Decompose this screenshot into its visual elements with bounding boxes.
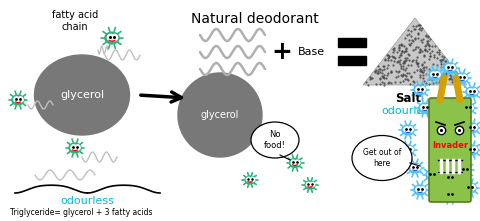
Text: Invader: Invader [432, 141, 468, 151]
Text: glycerol: glycerol [60, 90, 104, 100]
Ellipse shape [466, 87, 478, 97]
Ellipse shape [352, 135, 412, 181]
Ellipse shape [414, 85, 426, 95]
Ellipse shape [409, 163, 421, 173]
Ellipse shape [69, 143, 81, 153]
Ellipse shape [444, 173, 456, 183]
FancyBboxPatch shape [429, 98, 471, 202]
Ellipse shape [444, 63, 456, 73]
Text: fatty acid
chain: fatty acid chain [52, 10, 98, 32]
Ellipse shape [12, 95, 24, 105]
Ellipse shape [402, 125, 414, 135]
Text: No
food!: No food! [264, 130, 286, 150]
Text: Natural deodorant: Natural deodorant [191, 12, 319, 26]
Text: glycerol: glycerol [201, 110, 239, 120]
Circle shape [178, 73, 262, 157]
Polygon shape [363, 18, 467, 85]
Text: Get out of
here: Get out of here [363, 148, 401, 168]
Ellipse shape [464, 183, 476, 193]
Text: odourless: odourless [60, 196, 114, 206]
Ellipse shape [456, 73, 468, 83]
Ellipse shape [402, 145, 414, 155]
Ellipse shape [245, 176, 255, 184]
Ellipse shape [35, 55, 130, 135]
Ellipse shape [429, 70, 441, 80]
Text: Salt: Salt [395, 92, 421, 105]
Ellipse shape [444, 190, 456, 200]
Ellipse shape [414, 185, 426, 195]
Text: Triglyceride= glycerol + 3 fatty acids: Triglyceride= glycerol + 3 fatty acids [10, 208, 153, 217]
Text: Base: Base [298, 47, 325, 57]
Ellipse shape [251, 122, 299, 158]
Ellipse shape [466, 145, 478, 155]
Ellipse shape [459, 165, 471, 175]
Ellipse shape [105, 32, 119, 44]
Text: +: + [272, 40, 292, 64]
Ellipse shape [289, 158, 300, 168]
Bar [338, 56, 366, 65]
Text: odourless: odourless [381, 106, 435, 116]
Ellipse shape [426, 170, 438, 180]
Bar [338, 38, 366, 47]
Ellipse shape [462, 103, 474, 113]
Ellipse shape [419, 103, 431, 113]
Ellipse shape [466, 123, 478, 133]
Ellipse shape [305, 181, 315, 189]
